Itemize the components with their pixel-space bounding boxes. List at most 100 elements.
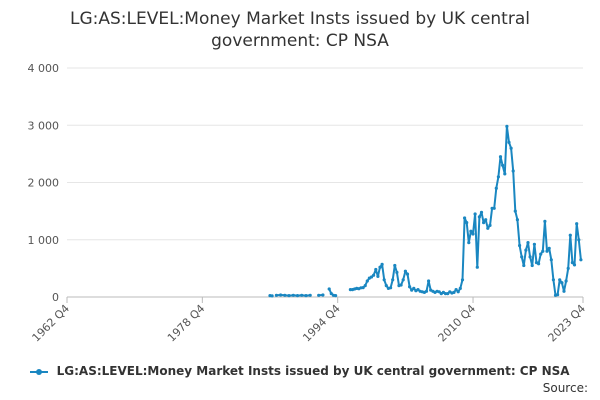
data-point[interactable] <box>395 270 399 274</box>
data-point[interactable] <box>482 221 486 225</box>
data-point[interactable] <box>401 278 405 282</box>
data-point[interactable] <box>575 222 579 226</box>
data-point[interactable] <box>376 274 380 278</box>
data-point[interactable] <box>274 293 278 297</box>
data-point[interactable] <box>556 293 560 297</box>
data-point[interactable] <box>443 292 448 296</box>
data-point[interactable] <box>522 263 526 268</box>
data-point[interactable] <box>308 293 312 297</box>
data-point[interactable] <box>469 229 473 233</box>
data-point[interactable] <box>437 290 441 294</box>
data-point[interactable] <box>454 288 458 292</box>
data-point[interactable] <box>562 289 566 293</box>
data-point[interactable] <box>389 286 393 290</box>
data-point[interactable] <box>551 278 556 282</box>
data-point[interactable] <box>484 218 488 222</box>
data-point[interactable] <box>515 218 520 222</box>
data-point[interactable] <box>363 284 367 288</box>
data-point[interactable] <box>471 232 475 236</box>
data-point[interactable] <box>427 279 431 283</box>
data-point[interactable] <box>520 255 524 259</box>
data-point[interactable] <box>545 249 549 253</box>
data-point[interactable] <box>287 294 291 298</box>
data-point[interactable] <box>334 294 338 298</box>
data-point[interactable] <box>498 155 503 159</box>
data-point[interactable] <box>393 263 397 268</box>
data-point[interactable] <box>380 262 384 266</box>
data-point[interactable] <box>505 124 509 128</box>
data-point[interactable] <box>369 275 374 279</box>
data-point[interactable] <box>549 258 553 262</box>
data-point[interactable] <box>541 249 545 253</box>
data-point[interactable] <box>501 163 505 167</box>
data-point[interactable] <box>467 241 471 245</box>
legend[interactable]: LG:AS:LEVEL:Money Market Insts issued by… <box>0 364 600 378</box>
data-point[interactable] <box>321 293 325 297</box>
data-point[interactable] <box>382 278 386 282</box>
data-point[interactable] <box>547 246 551 250</box>
data-point[interactable] <box>492 206 496 210</box>
data-point[interactable] <box>539 252 543 256</box>
data-point[interactable] <box>365 279 369 283</box>
data-point[interactable] <box>399 283 403 287</box>
data-point[interactable] <box>566 266 570 270</box>
data-point[interactable] <box>564 279 568 283</box>
data-point[interactable] <box>446 292 450 296</box>
data-point[interactable] <box>513 209 517 213</box>
data-point[interactable] <box>283 293 287 297</box>
data-point[interactable] <box>543 219 547 223</box>
data-point[interactable] <box>496 175 500 179</box>
data-point[interactable] <box>378 265 382 269</box>
data-point[interactable] <box>403 269 407 273</box>
data-point[interactable] <box>477 215 481 219</box>
data-point[interactable] <box>279 293 283 297</box>
data-point[interactable] <box>372 273 376 277</box>
data-point[interactable] <box>528 255 532 259</box>
data-point[interactable] <box>532 242 537 246</box>
data-point[interactable] <box>416 288 420 292</box>
data-point[interactable] <box>463 216 467 220</box>
data-point[interactable] <box>391 278 395 282</box>
data-point[interactable] <box>479 210 484 214</box>
data-point[interactable] <box>384 284 388 288</box>
data-point[interactable] <box>270 294 274 298</box>
data-point[interactable] <box>486 226 490 230</box>
data-point[interactable] <box>560 281 564 285</box>
data-point[interactable] <box>511 169 515 173</box>
data-point[interactable] <box>503 172 507 176</box>
data-point[interactable] <box>408 285 412 289</box>
data-point[interactable] <box>524 248 528 252</box>
data-point[interactable] <box>405 272 410 276</box>
data-point[interactable] <box>456 290 460 294</box>
data-point[interactable] <box>507 140 511 144</box>
data-point[interactable] <box>473 212 477 216</box>
data-point[interactable] <box>509 146 513 150</box>
data-point[interactable] <box>300 293 304 297</box>
data-point[interactable] <box>295 294 300 298</box>
data-point[interactable] <box>577 238 581 242</box>
data-point[interactable] <box>570 261 575 265</box>
data-point[interactable] <box>572 263 577 267</box>
data-point[interactable] <box>537 262 541 266</box>
data-point[interactable] <box>291 293 295 297</box>
data-point[interactable] <box>465 221 469 225</box>
data-point[interactable] <box>458 286 462 290</box>
data-point[interactable] <box>329 292 333 296</box>
data-point[interactable] <box>412 286 416 290</box>
data-point[interactable] <box>530 263 534 268</box>
data-point[interactable] <box>568 233 572 237</box>
data-point[interactable] <box>460 278 465 282</box>
data-point[interactable] <box>327 287 331 291</box>
data-point[interactable] <box>424 289 429 293</box>
data-point[interactable] <box>494 186 498 190</box>
data-point[interactable] <box>361 286 365 290</box>
data-point[interactable] <box>558 278 562 282</box>
data-point[interactable] <box>304 294 308 298</box>
data-point[interactable] <box>475 265 479 269</box>
data-point[interactable] <box>317 293 321 297</box>
data-point[interactable] <box>374 267 378 272</box>
data-point[interactable] <box>452 290 456 294</box>
data-point[interactable] <box>488 223 492 227</box>
data-point[interactable] <box>526 241 530 245</box>
data-point[interactable] <box>579 258 583 262</box>
